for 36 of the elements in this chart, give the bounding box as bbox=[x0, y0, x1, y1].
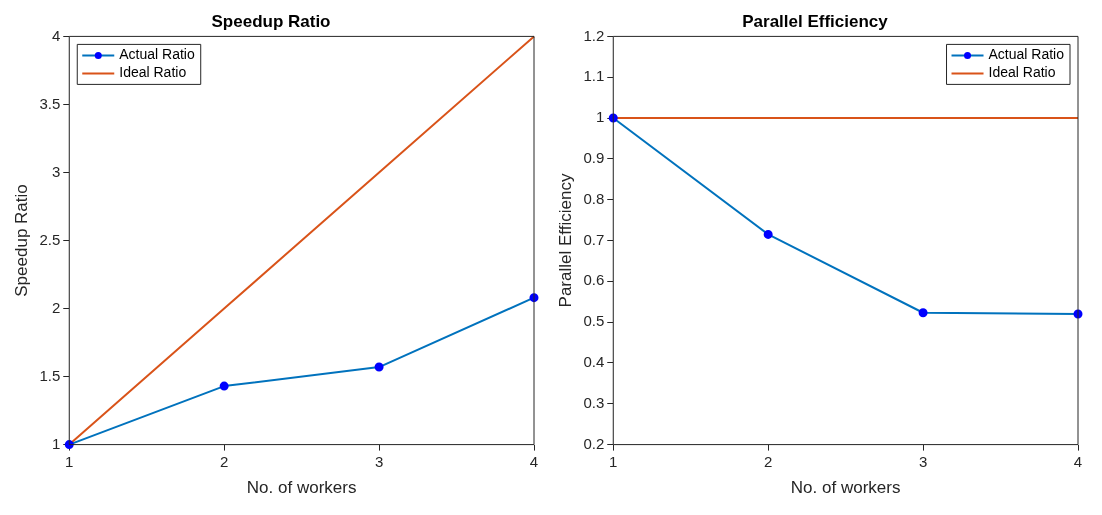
y-tick-label: 0.9 bbox=[583, 149, 605, 166]
y-tick-label: 0.2 bbox=[583, 434, 605, 452]
y-tick-label: 3 bbox=[51, 162, 61, 180]
y-tick-label: 2 bbox=[51, 298, 61, 316]
y-tick-label: 2.5 bbox=[39, 230, 61, 248]
y-tick-label: 1 bbox=[51, 434, 61, 452]
y-tick-label: 0.5 bbox=[583, 312, 605, 330]
x-tick-label: 4 bbox=[1073, 452, 1083, 470]
x-tick-label: 2 bbox=[220, 452, 229, 470]
chart-title: Speedup Ratio bbox=[211, 11, 331, 31]
y-tick-label: 4 bbox=[51, 26, 61, 44]
y-tick-label: 0.8 bbox=[583, 189, 605, 207]
y-tick-label: 3.5 bbox=[39, 94, 61, 112]
chart-title: Parallel Efficiency bbox=[742, 11, 889, 31]
y-tick-label: 0.4 bbox=[583, 353, 605, 371]
y-tick-label: 1.5 bbox=[39, 366, 61, 384]
x-tick-label: 3 bbox=[374, 452, 384, 470]
y-axis-title: Speedup Ratio bbox=[11, 184, 31, 297]
y-tick-label: 0.3 bbox=[583, 393, 605, 411]
y-axis-title: Parallel Efficiency bbox=[555, 173, 575, 308]
legend-label: Ideal Ratio bbox=[119, 64, 187, 81]
y-tick-label: 1.2 bbox=[583, 26, 605, 44]
legend-label: Ideal Ratio bbox=[988, 64, 1056, 81]
y-tick-label: 1.1 bbox=[583, 67, 605, 85]
x-tick-label: 4 bbox=[529, 452, 539, 470]
legend-label: Actual Ratio bbox=[119, 46, 195, 63]
x-axis-title: No. of workers bbox=[790, 478, 901, 498]
y-tick-label: 0.7 bbox=[583, 230, 605, 248]
x-tick-label: 2 bbox=[764, 452, 773, 470]
x-tick-label: 1 bbox=[65, 452, 74, 470]
y-tick-label: 1 bbox=[595, 108, 605, 126]
x-tick-label: 3 bbox=[918, 452, 928, 470]
x-axis-title: No. of workers bbox=[246, 478, 357, 498]
y-tick-label: 0.6 bbox=[583, 271, 605, 289]
legend-label: Actual Ratio bbox=[988, 46, 1065, 63]
x-tick-label: 1 bbox=[609, 452, 618, 470]
